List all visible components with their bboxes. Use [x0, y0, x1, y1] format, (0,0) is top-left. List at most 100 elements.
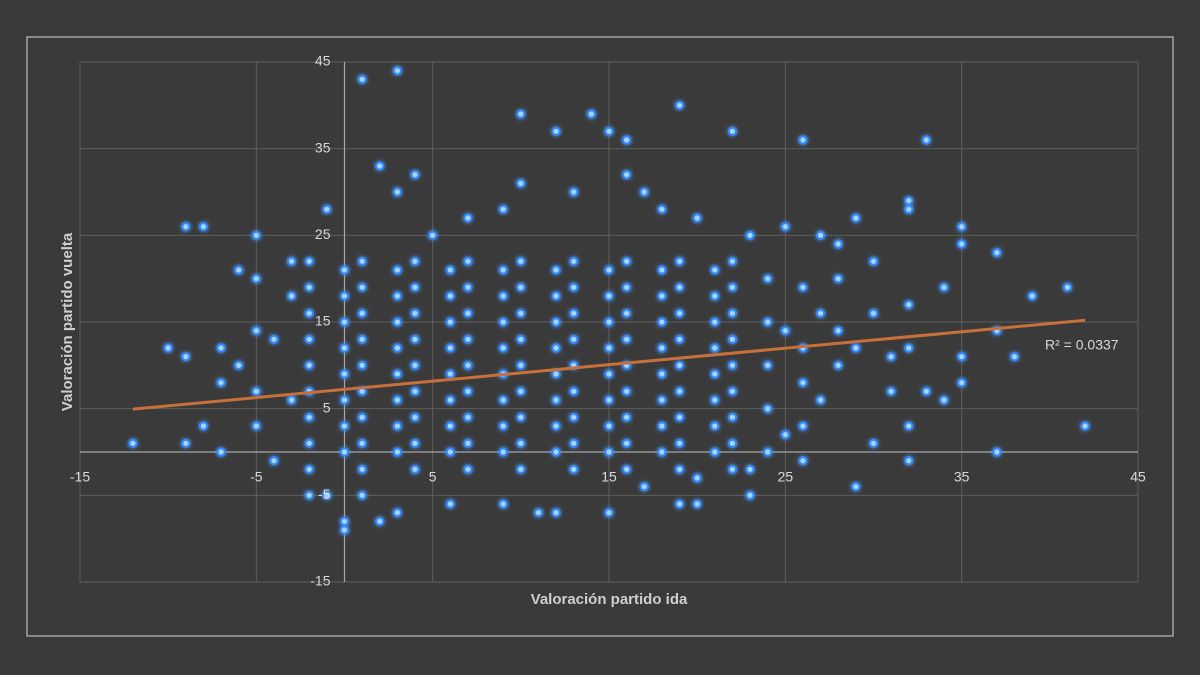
scatter-point	[727, 360, 738, 370]
scatter-point	[992, 248, 1002, 258]
scatter-point	[551, 126, 561, 136]
scatter-point	[463, 438, 473, 448]
y-tick-label: 35	[315, 139, 331, 155]
scatter-point	[622, 464, 632, 474]
scatter-point	[410, 464, 420, 474]
scatter-point	[727, 464, 738, 474]
scatter-point	[392, 317, 402, 327]
scatter-point	[375, 516, 385, 526]
scatter-point	[710, 343, 720, 353]
scatter-point	[198, 222, 209, 232]
scatter-point	[657, 421, 667, 431]
scatter-point	[622, 412, 632, 422]
scatter-point	[1062, 282, 1073, 292]
scatter-point	[445, 447, 455, 457]
scatter-point	[763, 317, 773, 327]
scatter-point	[304, 308, 314, 318]
scatter-point	[533, 508, 544, 518]
scatter-point	[498, 291, 508, 301]
scatter-point	[604, 317, 614, 327]
scatter-point	[357, 74, 367, 84]
scatter-point	[710, 369, 720, 379]
scatter-point	[392, 265, 402, 275]
scatter-point	[710, 421, 720, 431]
scatter-point	[622, 386, 632, 396]
scatter-point	[692, 499, 702, 509]
scatter-point	[410, 334, 420, 344]
scatter-point	[287, 256, 297, 266]
scatter-point	[569, 464, 579, 474]
scatter-point	[727, 334, 738, 344]
scatter-point	[410, 256, 420, 266]
scatter-point	[287, 395, 297, 405]
scatter-point	[657, 204, 667, 214]
scatter-point	[657, 395, 667, 405]
scatter-point	[851, 213, 861, 223]
scatter-point	[868, 256, 879, 266]
scatter-point	[269, 456, 279, 466]
scatter-point	[674, 334, 685, 344]
scatter-point	[745, 464, 755, 474]
scatter-point	[392, 421, 402, 431]
scatter-point	[410, 170, 420, 180]
scatter-point	[745, 490, 755, 500]
scatter-point	[692, 473, 702, 483]
scatter-point	[357, 412, 367, 422]
x-tick-label: 5	[429, 469, 437, 485]
scatter-point	[763, 274, 773, 284]
scatter-point	[657, 265, 667, 275]
scatter-point	[551, 421, 561, 431]
scatter-point	[674, 412, 685, 422]
scatter-point	[463, 464, 473, 474]
scatter-point	[304, 256, 314, 266]
scatter-point	[234, 265, 244, 275]
scatter-point	[516, 109, 526, 119]
scatter-point	[445, 421, 455, 431]
scatter-point	[604, 369, 614, 379]
scatter-point	[339, 516, 350, 526]
scatter-point	[304, 282, 314, 292]
scatter-point	[304, 438, 314, 448]
scatter-point	[516, 464, 526, 474]
scatter-point	[128, 438, 138, 448]
x-tick-label: 35	[954, 469, 970, 485]
scatter-point	[251, 421, 261, 431]
scatter-point	[674, 386, 685, 396]
scatter-point	[339, 447, 350, 457]
scatter-point	[516, 386, 526, 396]
scatter-point	[569, 308, 579, 318]
scatter-point	[463, 213, 473, 223]
trendline	[132, 318, 1086, 411]
scatter-point	[251, 230, 261, 240]
scatter-point	[445, 291, 455, 301]
y-tick-label: 25	[315, 226, 331, 242]
scatter-point	[322, 490, 332, 500]
scatter-point	[551, 343, 561, 353]
scatter-point	[551, 395, 561, 405]
scatter-point	[674, 282, 685, 292]
x-tick-label: -5	[250, 469, 263, 485]
scatter-point	[339, 291, 350, 301]
scatter-point	[463, 282, 473, 292]
scatter-point	[763, 447, 773, 457]
scatter-point	[445, 395, 455, 405]
scatter-point	[604, 395, 614, 405]
scatter-point	[816, 308, 826, 318]
scatter-point	[727, 386, 738, 396]
scatter-point	[516, 334, 526, 344]
scatter-point	[710, 291, 720, 301]
scatter-point	[339, 265, 350, 275]
scatter-point	[428, 230, 438, 240]
scatter-point	[604, 265, 614, 275]
scatter-point	[392, 447, 402, 457]
scatter-point	[357, 334, 367, 344]
scatter-point	[304, 360, 314, 370]
scatter-point	[410, 360, 420, 370]
scatter-point	[357, 256, 367, 266]
scatter-point	[604, 126, 614, 136]
scatter-point	[498, 265, 508, 275]
scatter-point	[392, 187, 402, 197]
scatter-point	[357, 308, 367, 318]
